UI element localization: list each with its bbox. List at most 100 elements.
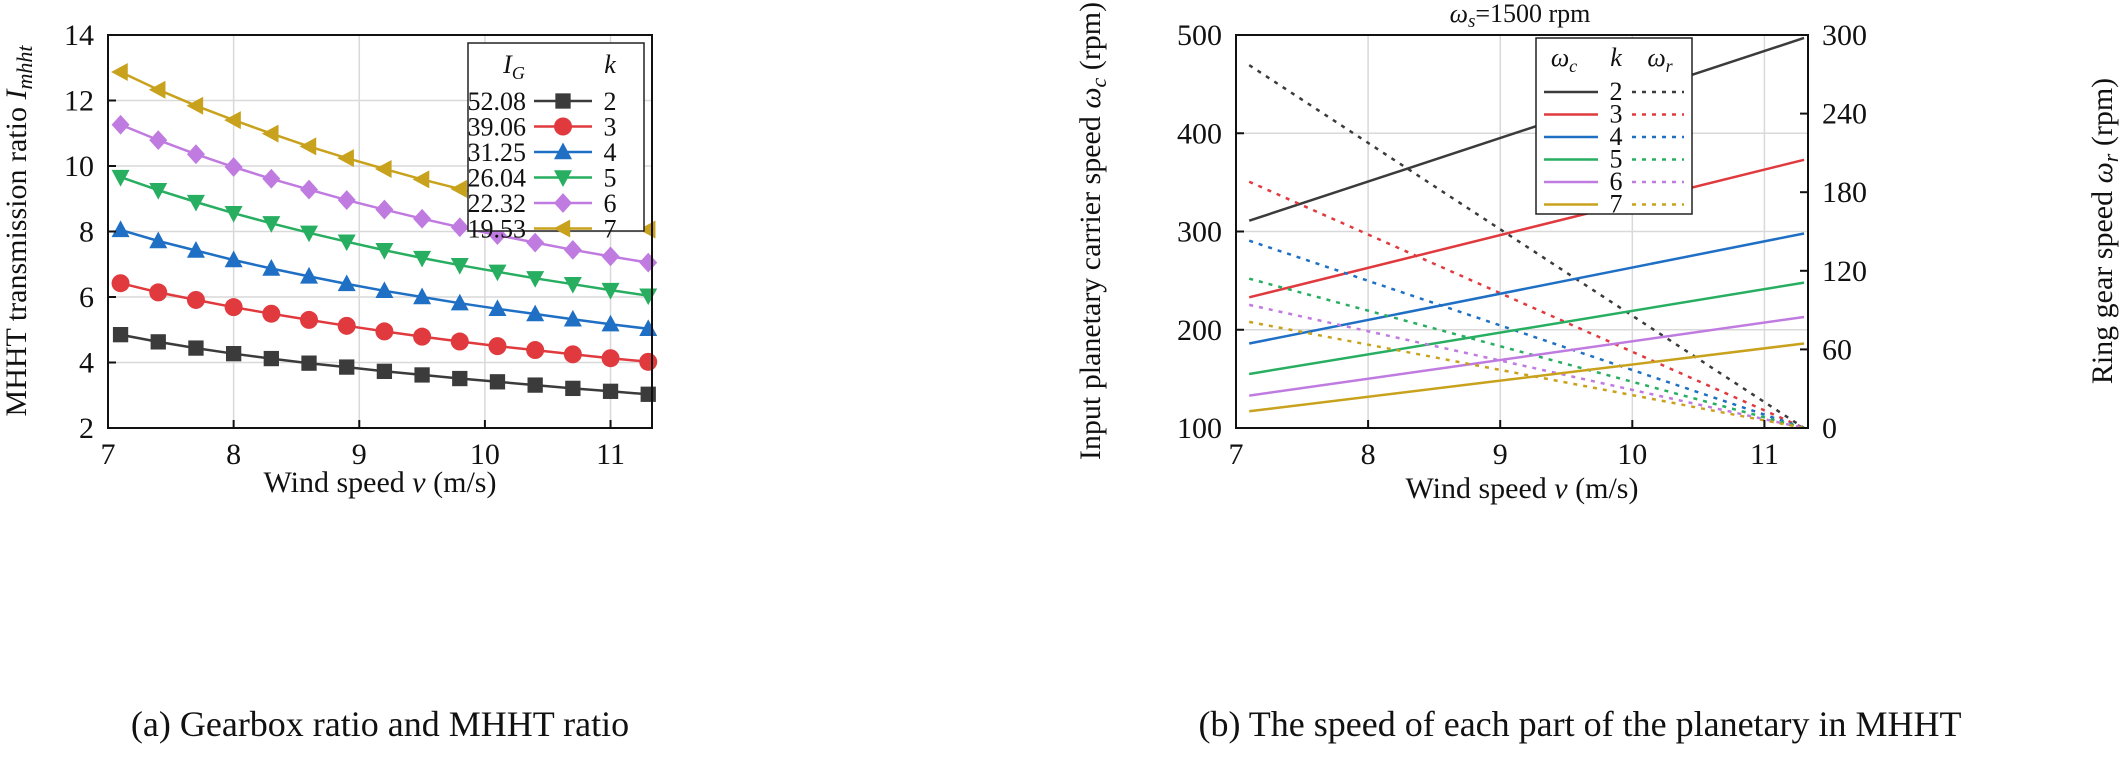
chart-a-data-point: [299, 137, 317, 156]
chart-a-data-point: [337, 190, 356, 210]
chart-b-y2label-text: Ring gear speed: [2086, 191, 2119, 384]
chart-b-series-k5: [1248, 277, 1805, 430]
chart-b-legend-k-value: 5: [1610, 145, 1623, 174]
chart-b-legend-k-value: 7: [1610, 190, 1623, 219]
chart-a-series-k3: [111, 274, 658, 371]
chart-b-ylabel-text: Input planetary carrier speed: [1074, 116, 1107, 460]
chart-b-ylabel: Input planetary carrier speed ωc (rpm): [1074, 2, 1113, 460]
chart-a-data-point: [263, 350, 279, 367]
chart-a-legend-swatch-marker: [553, 219, 571, 238]
chart-b-y2tick-label: 60: [1822, 333, 1852, 366]
chart-a-data-point: [337, 149, 354, 168]
chart-b-ring-line: [1248, 239, 1805, 430]
chart-b-y2tick-label: 180: [1822, 176, 1867, 209]
chart-a-legend-ig-value: 52.08: [468, 87, 527, 116]
chart-b-ytick-label: 500: [1177, 19, 1222, 52]
chart-a-data-point: [413, 208, 432, 229]
chart-b-legend-header-ring: ωr: [1647, 43, 1673, 76]
chart-a-legend-ig-value: 22.32: [468, 189, 527, 218]
chart-a-data-point: [262, 304, 281, 323]
chart-a-data-point: [262, 259, 281, 276]
chart-b-xtick-label: 8: [1361, 438, 1376, 471]
chart-b-legend-header-carrier: ωc: [1551, 43, 1577, 76]
chart-a-data-point: [186, 290, 205, 309]
chart-b-series: [1248, 36, 1805, 430]
chart-a-data-point: [188, 340, 204, 356]
chart-a-legend-swatch-marker: [554, 170, 572, 187]
chart-b-xlabel-var: v: [1554, 472, 1568, 505]
chart-a-legend-header-k: k: [604, 50, 616, 79]
chart-a-ylabel: MHHT transmission ratio Imhht: [0, 45, 37, 417]
chart-b-legend-k-value: 2: [1610, 77, 1623, 106]
chart-a-data-point: [225, 346, 242, 362]
chart-a-data-point: [111, 274, 130, 293]
chart-a-ytick-label: 2: [79, 412, 94, 445]
chart-b-legend-k-value: 4: [1610, 122, 1623, 151]
chart-b-ring-line: [1248, 303, 1805, 430]
chart-a-ticks: 7 8 9 10 11 2 4 6 8 10 12 14: [64, 19, 625, 471]
chart-b-y2tick-label: 0: [1822, 412, 1837, 445]
chart-a-legend-k-value: 6: [604, 189, 617, 218]
chart-a-data-point: [488, 299, 507, 316]
chart-a-xtick-label: 7: [101, 438, 116, 471]
chart-a-legend: IG k52.08 239.06 331.25 426.04 522.32 619.53 7: [467, 42, 645, 244]
chart-a-data-point: [450, 332, 469, 351]
chart-a-data-point: [224, 157, 243, 177]
chart-a-data-point: [639, 252, 658, 273]
chart-b-xtick-label: 9: [1493, 438, 1508, 471]
chart-a-data-point: [111, 114, 130, 135]
chart-b-legend-header-carrier-var: ω: [1551, 43, 1569, 72]
chart-a-series-k4: [111, 220, 658, 336]
chart-b-y2label-sub: r: [2098, 153, 2123, 162]
chart-b-ylabel-var: ω: [1074, 87, 1107, 108]
chart-b-ylabel-sub: c: [1086, 77, 1111, 87]
chart-b-xtick-label: 10: [1617, 438, 1647, 471]
chart-a-data-point: [602, 383, 619, 399]
chart-b-legend-header-ring-sub: r: [1666, 56, 1674, 76]
chart-a-data-point: [413, 327, 432, 346]
chart-b-title-value: =1500 rpm: [1475, 0, 1590, 28]
chart-a-data-point: [601, 349, 620, 368]
chart-a-ylabel-text: MHHT transmission ratio: [0, 107, 33, 416]
chart-a-data-point: [224, 298, 243, 317]
chart-a-data-point: [640, 386, 656, 402]
chart-a-data-point: [300, 225, 319, 243]
chart-b-carrier-line: [1248, 232, 1805, 345]
chart-a-data-point: [413, 250, 432, 268]
chart-a-ytick-label: 14: [64, 19, 94, 52]
chart-a-data-point: [111, 63, 128, 82]
chart-b-y2tick-label: 240: [1822, 98, 1867, 131]
chart-b-legend-header-k: k: [1610, 43, 1622, 72]
chart-b-carrier-line: [1248, 36, 1805, 222]
chart-a-data-point: [374, 159, 392, 178]
chart-b-ytick-label: 100: [1177, 412, 1222, 445]
chart-a-data-point: [527, 377, 543, 393]
chart-a-xtick-label: 11: [596, 438, 625, 471]
chart-b-ring-line: [1248, 64, 1805, 430]
chart-a-legend-k-value: 3: [604, 113, 617, 142]
chart-b-y2label: Ring gear speed ωr (rpm): [2086, 78, 2125, 384]
chart-a-data-point: [452, 370, 468, 387]
chart-a-data-point: [186, 194, 205, 212]
chart-a-data-point: [149, 183, 168, 200]
chart-a-data-point: [149, 130, 168, 151]
chart-b-ylabel-unit: (rpm): [1074, 2, 1107, 70]
chart-a-data-point: [111, 220, 130, 238]
chart-a-data-point: [563, 309, 582, 327]
chart-b-legend-k-value: 3: [1610, 100, 1623, 129]
chart-b-ring-line: [1248, 320, 1805, 430]
chart-b-ytick-label: 300: [1177, 216, 1222, 249]
chart-a-data-point: [601, 314, 620, 332]
chart-a-ytick-label: 10: [64, 150, 94, 183]
chart-a-data-point: [300, 266, 319, 284]
chart-a-data-point: [526, 341, 545, 360]
chart-b-y2tick-label: 120: [1822, 255, 1867, 288]
chart-a-data-point: [375, 199, 394, 220]
chart-a-ytick-label: 12: [64, 85, 94, 118]
chart-a-legend-ig-value: 31.25: [468, 138, 527, 167]
chart-a-legend-swatch-marker: [554, 117, 572, 136]
chart-b-grid: [1235, 34, 1808, 429]
chart-b-title: ωs=1500 rpm: [1450, 0, 1591, 32]
